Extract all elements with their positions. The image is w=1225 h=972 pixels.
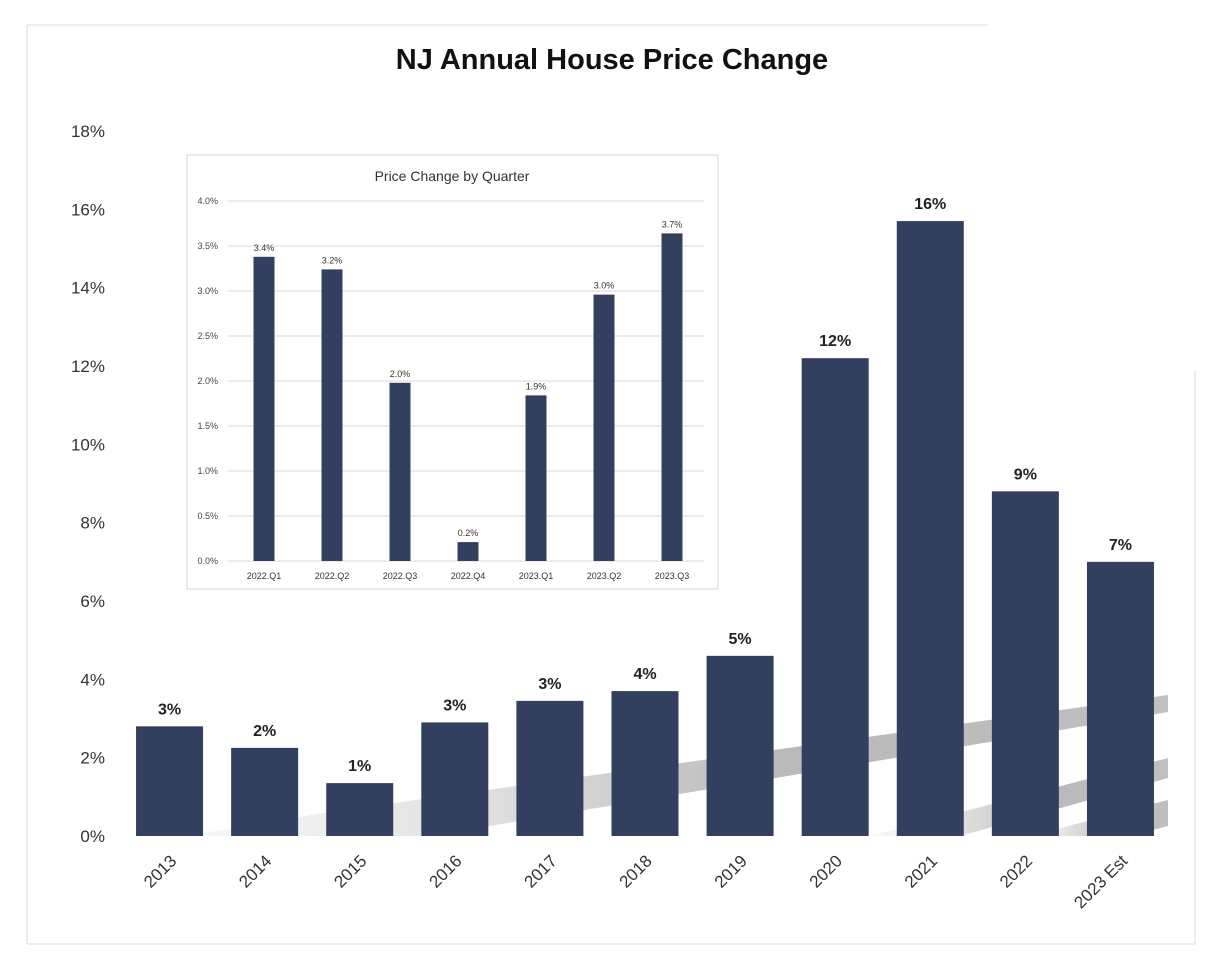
main-bar	[231, 747, 299, 836]
main-x-tick-label: 2014	[235, 851, 275, 891]
main-bar	[991, 491, 1059, 836]
inset-data-labels: 3.4% 3.2% 2.0% 0.2% 1.9% 3.0% 3.7%	[254, 219, 683, 538]
inset-x-tick-label: 2023.Q3	[655, 571, 690, 581]
inset-bar	[253, 256, 275, 561]
inset-y-tick-label: 1.5%	[197, 421, 218, 431]
main-y-axis: 0% 2% 4% 6% 8% 10% 12% 14% 16% 18%	[71, 122, 105, 846]
main-data-label: 16%	[914, 196, 946, 213]
main-bar	[801, 358, 869, 836]
inset-bars	[253, 233, 683, 561]
main-bar	[611, 691, 679, 836]
main-data-label: 3%	[538, 676, 561, 693]
inset-bar	[525, 395, 547, 561]
inset-data-label: 3.0%	[594, 281, 615, 291]
inset-chart-title: Price Change by Quarter	[375, 168, 530, 184]
inset-data-label: 2.0%	[390, 369, 411, 379]
main-y-tick-label: 18%	[71, 122, 105, 141]
main-data-label: 3%	[158, 701, 181, 718]
main-bar-chart: NJ Annual House Price Change 0% 2% 4% 6% 8% 1…	[71, 44, 1154, 912]
main-y-tick-label: 4%	[80, 670, 105, 689]
main-bar	[896, 221, 964, 837]
inset-data-label: 0.2%	[458, 528, 479, 538]
main-y-tick-label: 6%	[80, 592, 105, 611]
main-x-tick-label: 2016	[425, 851, 465, 891]
inset-data-label: 3.2%	[322, 255, 343, 265]
outer-frame	[26, 24, 1196, 945]
inset-y-tick-label: 3.0%	[197, 286, 218, 296]
inset-y-tick-label: 2.0%	[197, 376, 218, 386]
main-x-tick-label: 2019	[711, 851, 751, 891]
inset-x-axis: 2022.Q1 2022.Q2 2022.Q3 2022.Q4 2023.Q1 2023.…	[247, 571, 690, 581]
main-x-tick-label: 2018	[616, 851, 656, 891]
inset-x-tick-label: 2023.Q2	[587, 571, 622, 581]
inset-bar	[593, 294, 615, 561]
inset-x-tick-label: 2022.Q4	[451, 571, 486, 581]
main-y-tick-label: 16%	[71, 200, 105, 219]
main-bar	[421, 722, 489, 836]
inset-bar	[661, 233, 683, 561]
main-y-tick-label: 0%	[80, 827, 105, 846]
inset-x-tick-label: 2023.Q1	[519, 571, 554, 581]
main-bar	[516, 700, 584, 836]
main-x-tick-label: 2020	[806, 851, 846, 891]
main-data-label: 12%	[819, 333, 851, 350]
inset-x-tick-label: 2022.Q2	[315, 571, 350, 581]
inset-y-tick-label: 0.0%	[197, 556, 218, 566]
main-chart-title: NJ Annual House Price Change	[396, 44, 828, 76]
inset-data-label: 3.4%	[254, 243, 275, 253]
inset-bar	[457, 542, 479, 561]
main-y-tick-label: 12%	[71, 357, 105, 376]
inset-chart-panel	[186, 154, 719, 590]
main-y-tick-label: 10%	[71, 435, 105, 454]
inset-gridlines	[228, 200, 704, 562]
main-data-label: 7%	[1109, 537, 1132, 554]
main-data-label: 9%	[1014, 466, 1037, 483]
inset-y-tick-label: 3.5%	[197, 241, 218, 251]
main-bar	[706, 655, 774, 836]
inset-bar-chart: Price Change by Quarter 0.0% 0.5% 1.0% 1.5%…	[186, 154, 719, 590]
main-bar	[1086, 561, 1154, 836]
inset-y-tick-label: 2.5%	[197, 331, 218, 341]
main-x-tick-label: 2015	[330, 851, 370, 891]
inset-bar	[389, 382, 411, 561]
main-y-tick-label: 2%	[80, 749, 105, 768]
main-data-label: 5%	[729, 631, 752, 648]
main-data-label: 3%	[443, 697, 466, 714]
main-x-tick-label: 2022	[996, 851, 1036, 891]
main-x-tick-label: 2013	[140, 851, 180, 891]
main-data-label: 1%	[348, 758, 371, 775]
inset-data-label: 1.9%	[526, 381, 547, 391]
main-data-label: 4%	[633, 666, 656, 683]
inset-y-tick-label: 1.0%	[197, 466, 218, 476]
inset-x-tick-label: 2022.Q1	[247, 571, 282, 581]
main-bar	[136, 726, 204, 836]
inset-y-tick-label: 0.5%	[197, 511, 218, 521]
main-x-tick-label: 2023 Est	[1070, 851, 1131, 912]
inset-bar	[321, 269, 343, 561]
inset-x-tick-label: 2022.Q3	[383, 571, 418, 581]
main-y-tick-label: 14%	[71, 279, 105, 298]
main-x-tick-label: 2021	[901, 851, 941, 891]
main-y-tick-label: 8%	[80, 514, 105, 533]
main-data-labels: 3% 2% 1% 3% 3% 4% 5% 12% 16% 9% 7%	[158, 196, 1132, 775]
main-bars	[136, 221, 1154, 837]
main-data-label: 2%	[253, 723, 276, 740]
inset-y-axis: 0.0% 0.5% 1.0% 1.5% 2.0% 2.5% 3.0% 3.5% 4.0%	[197, 196, 218, 566]
main-bar	[326, 783, 394, 836]
main-x-axis: 2013 2014 2015 2016 2017 2018 2019 2020 2021 2022…	[140, 851, 1131, 912]
main-x-tick-label: 2017	[521, 851, 561, 891]
inset-data-label: 3.7%	[662, 219, 683, 229]
inset-y-tick-label: 4.0%	[197, 196, 218, 206]
